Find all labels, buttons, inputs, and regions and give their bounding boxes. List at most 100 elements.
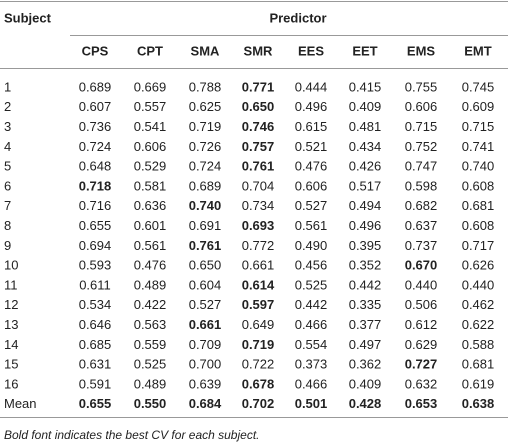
cell: 0.724: [189, 159, 222, 174]
cell: 0.609: [462, 99, 495, 114]
cell: 0.476: [134, 258, 167, 273]
cell: 0.718: [79, 178, 112, 193]
column-header: SMA: [191, 43, 221, 58]
cell: 0.550: [134, 396, 167, 411]
cell: 0.745: [462, 79, 495, 94]
cell: 0.444: [295, 79, 328, 94]
cell: 0.626: [462, 258, 495, 273]
cell: 0.442: [295, 297, 328, 312]
cell: 0.755: [405, 79, 438, 94]
cell: 0.619: [462, 376, 495, 391]
cell: 0.606: [405, 99, 438, 114]
cell: 0.709: [189, 337, 222, 352]
cell: 0.527: [189, 297, 222, 312]
cell: 0.481: [349, 119, 382, 134]
cell: 0.588: [462, 337, 495, 352]
cell: 0.646: [79, 317, 112, 332]
row-label: 16: [4, 376, 18, 391]
corner-header: Subject: [4, 10, 52, 25]
cell: 0.561: [295, 218, 328, 233]
row-label: 2: [4, 99, 11, 114]
cell: 0.719: [242, 337, 275, 352]
cell: 0.496: [349, 218, 382, 233]
cell: 0.736: [79, 119, 112, 134]
cell: 0.597: [242, 297, 275, 312]
cell: 0.661: [189, 317, 222, 332]
cell: 0.740: [189, 198, 222, 213]
cell: 0.434: [349, 139, 382, 154]
cell: 0.497: [349, 337, 382, 352]
cell: 0.648: [79, 159, 112, 174]
cell: 0.559: [134, 337, 167, 352]
cell: 0.466: [295, 376, 328, 391]
cell: 0.527: [295, 198, 328, 213]
cell: 0.606: [295, 178, 328, 193]
cell: 0.653: [405, 396, 438, 411]
cell: 0.489: [134, 376, 167, 391]
cell: 0.622: [462, 317, 495, 332]
cell: 0.740: [462, 159, 495, 174]
cell: 0.727: [405, 357, 438, 372]
row-label: 3: [4, 119, 11, 134]
cell: 0.598: [405, 178, 438, 193]
column-header: CPS: [82, 43, 109, 58]
cell: 0.700: [189, 357, 222, 372]
cell: 0.395: [349, 238, 382, 253]
cell: 0.362: [349, 357, 382, 372]
cell: 0.737: [405, 238, 438, 253]
cell: 0.670: [405, 258, 438, 273]
cell: 0.631: [79, 357, 112, 372]
cell: 0.525: [134, 357, 167, 372]
cell: 0.557: [134, 99, 167, 114]
cell: 0.678: [242, 376, 275, 391]
cell: 0.525: [295, 277, 328, 292]
cell: 0.722: [242, 357, 275, 372]
cell: 0.655: [79, 218, 112, 233]
cell: 0.636: [134, 198, 167, 213]
cell: 0.650: [189, 258, 222, 273]
row-label: 9: [4, 238, 11, 253]
row-label: 7: [4, 198, 11, 213]
footnote: Bold font indicates the best CV for each…: [4, 428, 259, 442]
cell: 0.717: [462, 238, 495, 253]
row-label: 5: [4, 159, 11, 174]
cell: 0.724: [79, 139, 112, 154]
cell: 0.771: [242, 79, 275, 94]
cell: 0.496: [295, 99, 328, 114]
column-header: EES: [298, 43, 324, 58]
cell: 0.694: [79, 238, 112, 253]
cell: 0.629: [405, 337, 438, 352]
cell: 0.607: [79, 99, 112, 114]
cell: 0.489: [134, 277, 167, 292]
group-header: Predictor: [269, 10, 326, 25]
cell: 0.440: [462, 277, 495, 292]
cell: 0.685: [79, 337, 112, 352]
cell: 0.772: [242, 238, 275, 253]
cell: 0.409: [349, 376, 382, 391]
cell: 0.719: [189, 119, 222, 134]
cell: 0.462: [462, 297, 495, 312]
cell: 0.704: [242, 178, 275, 193]
cell: 0.442: [349, 277, 382, 292]
cell: 0.606: [134, 139, 167, 154]
cell: 0.373: [295, 357, 328, 372]
row-label: 6: [4, 178, 11, 193]
cell: 0.466: [295, 317, 328, 332]
column-header: EET: [352, 43, 377, 58]
cell: 0.715: [405, 119, 438, 134]
cell: 0.757: [242, 139, 275, 154]
cell: 0.593: [79, 258, 112, 273]
cell: 0.604: [189, 277, 222, 292]
cell: 0.632: [405, 376, 438, 391]
cell: 0.415: [349, 79, 382, 94]
cell: 0.608: [462, 178, 495, 193]
cell: 0.614: [242, 277, 275, 292]
cell: 0.746: [242, 119, 275, 134]
cell: 0.335: [349, 297, 382, 312]
cell: 0.637: [405, 218, 438, 233]
row-label: 4: [4, 139, 11, 154]
cell: 0.650: [242, 99, 275, 114]
cell: 0.669: [134, 79, 167, 94]
column-header: CPT: [137, 43, 163, 58]
cell: 0.517: [349, 178, 382, 193]
